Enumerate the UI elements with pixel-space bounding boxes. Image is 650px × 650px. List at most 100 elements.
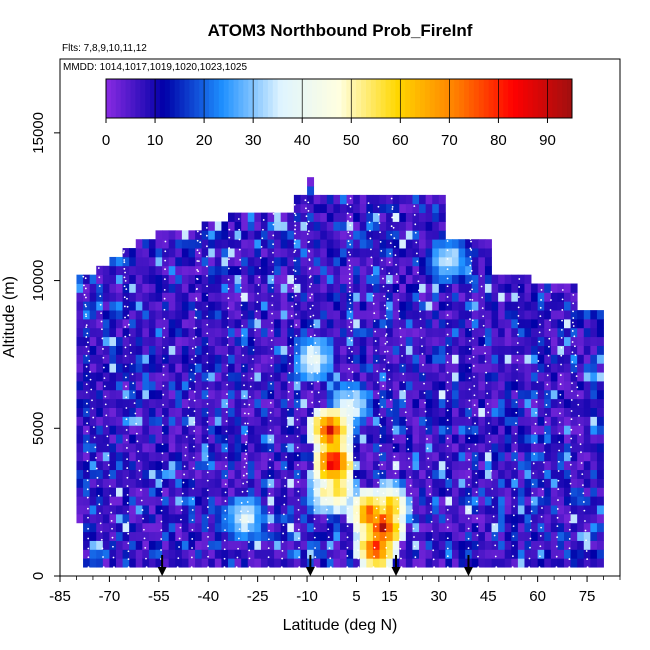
heatmap-cell [386, 505, 394, 515]
heatmap-cell [564, 451, 571, 462]
heatmap-cell [181, 292, 189, 302]
track-point [556, 508, 559, 510]
track-point [474, 432, 477, 435]
heatmap-cell [195, 310, 203, 320]
heatmap-cell [116, 460, 123, 471]
track-point [296, 446, 299, 449]
heatmap-cell [221, 283, 229, 293]
track-point [104, 395, 107, 398]
track-point [313, 488, 315, 491]
track-point [281, 541, 284, 543]
heatmap-cell [504, 354, 512, 364]
track-point [237, 537, 240, 540]
track-point [107, 464, 110, 466]
heatmap-cell [372, 487, 380, 497]
track-point [225, 447, 228, 450]
heatmap-cell [313, 248, 321, 258]
track-point [467, 517, 470, 520]
heatmap-cell [465, 248, 473, 258]
heatmap-cell [498, 301, 506, 311]
track-point [272, 251, 274, 254]
heatmap-cell [83, 558, 91, 568]
heatmap-cell [405, 496, 413, 506]
heatmap-cell [458, 381, 466, 391]
heatmap-cell [326, 451, 334, 462]
heatmap-cell [491, 451, 499, 462]
heatmap-cell [340, 478, 347, 488]
track-point [140, 489, 142, 491]
track-point [101, 337, 104, 340]
track-point [572, 302, 575, 305]
heatmap-cell [188, 283, 196, 293]
track-point [473, 385, 476, 387]
heatmap-cell [570, 354, 578, 364]
heatmap-cell [254, 522, 262, 533]
heatmap-cell [122, 256, 130, 267]
heatmap-cell [386, 239, 394, 249]
heatmap-cell [517, 487, 525, 497]
heatmap-cell [484, 381, 492, 391]
heatmap-cell [181, 389, 189, 400]
heatmap-cell [432, 531, 440, 541]
heatmap-cell [445, 381, 453, 391]
track-point [369, 229, 371, 232]
track-point [370, 256, 373, 259]
track-point [534, 432, 537, 435]
heatmap-cell [491, 292, 499, 302]
heatmap-cell [366, 292, 374, 302]
heatmap-cell [260, 487, 268, 497]
heatmap-cell [254, 345, 262, 355]
heatmap-cell [274, 381, 282, 391]
heatmap-cell [353, 469, 361, 479]
heatmap-cell [372, 363, 380, 373]
heatmap-cell [504, 496, 512, 506]
track-point [245, 472, 248, 475]
track-point [561, 309, 564, 311]
heatmap-cell [372, 496, 380, 506]
heatmap-cell [458, 310, 466, 320]
heatmap-cell [267, 274, 275, 284]
heatmap-cell [307, 451, 315, 462]
heatmap-cell [96, 540, 104, 550]
heatmap-cell [425, 372, 433, 382]
heatmap-cell [445, 256, 453, 267]
heatmap-cell [109, 310, 117, 320]
heatmap-cell [564, 425, 571, 435]
heatmap-cell [596, 531, 604, 541]
track-point [87, 350, 90, 353]
heatmap-cell [392, 460, 400, 471]
heatmap-cell [491, 505, 499, 515]
heatmap-cell [89, 522, 97, 533]
x-tick-label: 5 [352, 588, 360, 605]
heatmap-cell [458, 522, 466, 533]
heatmap-cell [181, 381, 189, 391]
heatmap-cell [129, 496, 137, 506]
heatmap-cell [195, 522, 203, 533]
heatmap-cell [109, 336, 117, 346]
heatmap-cell [201, 239, 209, 249]
heatmap-cell [241, 230, 249, 240]
heatmap-cell [313, 443, 321, 453]
heatmap-cell [445, 469, 453, 479]
heatmap-cell [102, 354, 110, 364]
track-point [570, 399, 573, 401]
heatmap-cell [116, 345, 123, 355]
track-point [425, 419, 427, 422]
heatmap-cell [498, 381, 506, 391]
heatmap-cell [188, 336, 196, 346]
heatmap-cell [564, 381, 571, 391]
x-tick-label: -85 [49, 588, 71, 605]
track-point [122, 251, 125, 254]
heatmap-cell [419, 345, 427, 355]
track-point [397, 298, 400, 301]
track-point [297, 481, 300, 483]
track-point [297, 464, 299, 466]
heatmap-cell [478, 469, 486, 479]
heatmap-cell [293, 513, 301, 524]
heatmap-cell [214, 389, 222, 400]
track-point [206, 352, 209, 355]
heatmap-cell [517, 407, 525, 417]
heatmap-cell [432, 496, 440, 506]
heatmap-cell [445, 345, 453, 355]
heatmap-cell [162, 505, 170, 515]
